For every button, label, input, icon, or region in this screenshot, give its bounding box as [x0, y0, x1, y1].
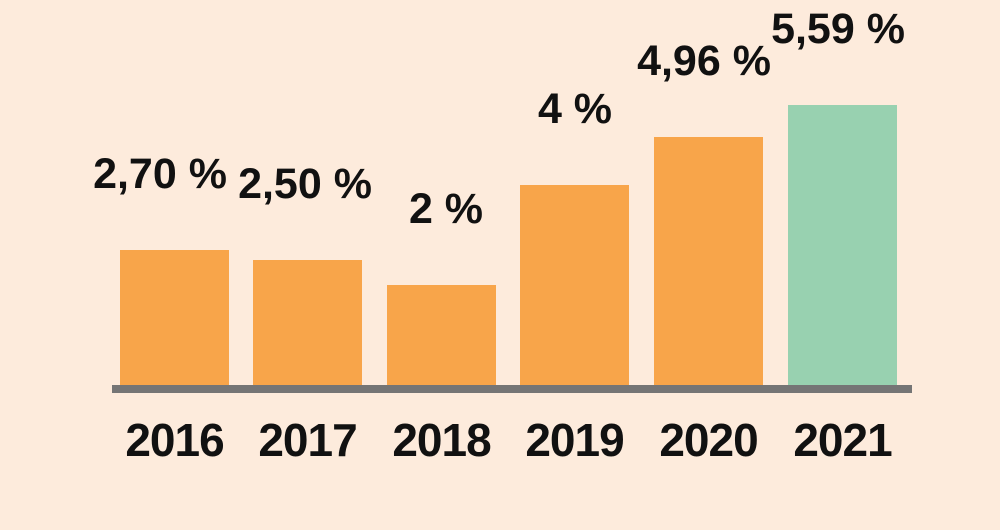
category-label-2018: 2018 [392, 414, 491, 466]
value-label-2017: 2,50 % [238, 160, 372, 208]
bar-2020 [654, 137, 763, 385]
bar-2021 [788, 105, 897, 385]
category-label-2017: 2017 [258, 414, 357, 466]
category-label-2019: 2019 [525, 414, 624, 466]
category-label-2020: 2020 [659, 414, 758, 466]
value-label-2019: 4 % [537, 85, 613, 133]
bar-2018 [387, 285, 496, 385]
bar-2019 [520, 185, 629, 385]
bar-2016 [120, 250, 229, 385]
value-label-2021: 5,59 % [771, 5, 905, 53]
bar-2017 [253, 260, 362, 385]
value-label-2020: 4,96 % [637, 37, 771, 85]
category-label-2021: 2021 [793, 414, 892, 466]
value-label-2016: 2,70 % [93, 150, 227, 198]
value-label-2018: 2 % [408, 185, 484, 233]
x-axis-baseline [112, 385, 912, 393]
category-label-2016: 2016 [125, 414, 224, 466]
